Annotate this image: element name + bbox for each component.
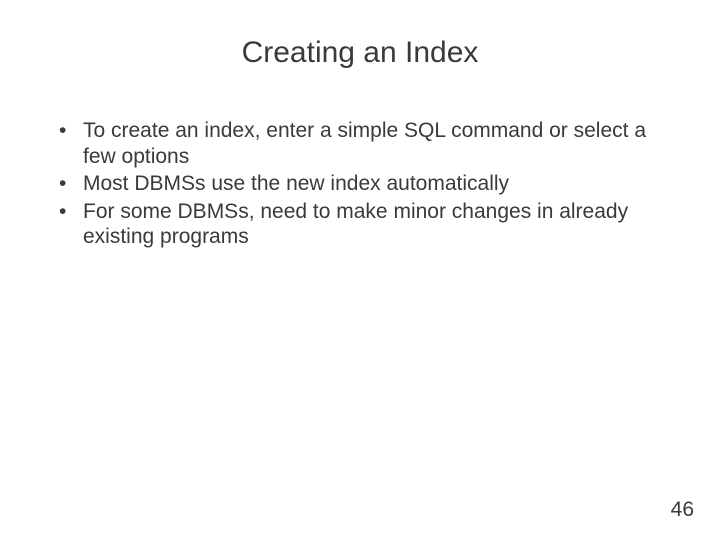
slide-title: Creating an Index: [45, 36, 675, 70]
list-item: Most DBMSs use the new index automatical…: [55, 171, 675, 197]
bullet-list: To create an index, enter a simple SQL c…: [45, 118, 675, 250]
list-item: To create an index, enter a simple SQL c…: [55, 118, 675, 169]
page-number: 46: [671, 498, 694, 522]
slide: Creating an Index To create an index, en…: [0, 0, 720, 540]
list-item: For some DBMSs, need to make minor chang…: [55, 199, 675, 250]
